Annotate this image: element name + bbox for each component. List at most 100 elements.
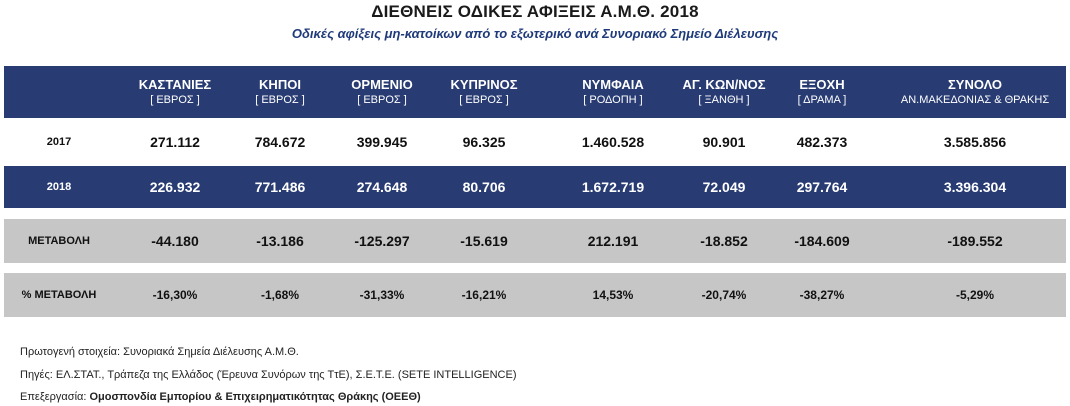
- column-name: ΟΡΜΕΝΙΟ: [351, 76, 413, 92]
- cell-value: 399.945: [356, 134, 408, 150]
- table-cell: 212.191: [558, 219, 668, 263]
- cell-value: 80.706: [462, 179, 506, 195]
- cell-value: 1.672.719: [581, 179, 645, 195]
- table-row-2017: 2017 271.112 784.672 399.945 96.325 1.460.528…: [4, 120, 1066, 164]
- table-cell: 784.672: [230, 120, 330, 164]
- cell-value: 226.932: [149, 179, 201, 195]
- column-region: [ ΕΒΡΟΣ ]: [459, 93, 509, 106]
- table-cell: -20,74%: [669, 273, 779, 317]
- cell-value: 14,53%: [592, 288, 634, 302]
- column-header: ΟΡΜΕΝΙΟ[ ΕΒΡΟΣ ]: [327, 66, 437, 118]
- cell-value: 72.049: [702, 179, 746, 195]
- table-cell: 226.932: [125, 166, 225, 208]
- row-label-cell: 2018: [4, 166, 114, 208]
- cell-value: 784.672: [254, 134, 306, 150]
- table-cell: -38,27%: [772, 273, 872, 317]
- table-cell: -16,21%: [434, 273, 534, 317]
- column-region: ΑΝ.ΜΑΚΕΔΟΝΙΑΣ & ΘΡΑΚΗΣ: [900, 93, 1050, 106]
- column-name: ΝΥΜΦΑΙΑ: [582, 76, 644, 92]
- cell-value: -125.297: [354, 233, 410, 249]
- cell-value: 3.396.304: [943, 179, 1007, 195]
- cell-value: -18.852: [700, 233, 748, 249]
- column-region: [ ΕΒΡΟΣ ]: [255, 93, 305, 106]
- cell-value: -13.186: [256, 233, 304, 249]
- table-cell: 80.706: [434, 166, 534, 208]
- column-header: ΝΥΜΦΑΙΑ[ ΡΟΔΟΠΗ ]: [558, 66, 668, 118]
- table-cell: 14,53%: [558, 273, 668, 317]
- table-cell: 3.585.856: [880, 120, 1070, 164]
- column-header: ΣΥΝΟΛΟ ΑΝ.ΜΑΚΕΔΟΝΙΑΣ & ΘΡΑΚΗΣ: [880, 66, 1070, 118]
- table-cell: 72.049: [669, 166, 779, 208]
- cell-value: -16,30%: [152, 288, 198, 302]
- column-region: [ ΡΟΔΟΠΗ ]: [583, 93, 643, 106]
- cell-value: 297.764: [796, 179, 848, 195]
- table-header-row: ΚΑΣΤΑΝΙΕΣ[ ΕΒΡΟΣ ] ΚΗΠΟΙ[ ΕΒΡΟΣ ] ΟΡΜΕΝΙΟ[…: [4, 66, 1066, 118]
- table-cell: -184.609: [772, 219, 872, 263]
- column-name: ΚΗΠΟΙ: [259, 76, 301, 92]
- cell-value: -5,29%: [955, 288, 995, 302]
- page-subtitle: Οδικές αφίξεις μη-κατοίκων από το εξωτερ…: [291, 26, 779, 41]
- column-header: ΑΓ. ΚΩΝ/ΝΟΣ[ ΞΑΝΘΗ ]: [669, 66, 779, 118]
- table-cell: 90.901: [669, 120, 779, 164]
- cell-value: 274.648: [356, 179, 408, 195]
- column-header: ΚΑΣΤΑΝΙΕΣ[ ΕΒΡΟΣ ]: [125, 66, 225, 118]
- column-region: [ ΕΒΡΟΣ ]: [150, 93, 200, 106]
- row-label: 2018: [46, 181, 72, 193]
- table-row-change: ΜΕΤΑΒΟΛΗ -44.180 -13.186 -125.297 -15.619 212…: [4, 219, 1066, 263]
- table-cell: -31,33%: [327, 273, 437, 317]
- table-cell: -18.852: [669, 219, 779, 263]
- table-row-2018: 2018 226.932 771.486 274.648 80.706 1.672.719…: [4, 166, 1066, 208]
- page-title: ΔΙΕΘΝΕΙΣ ΟΔΙΚΕΣ ΑΦΙΞΕΙΣ Α.Μ.Θ. 2018: [371, 2, 699, 21]
- table-cell: -1,68%: [230, 273, 330, 317]
- table-row-percent-change: % ΜΕΤΑΒΟΛΗ -16,30% -1,68% -31,33% -16,21% 14,…: [4, 273, 1066, 317]
- cell-value: 96.325: [462, 134, 506, 150]
- column-header: ΕΞΟΧΗ[ ΔΡΑΜΑ ]: [772, 66, 872, 118]
- cell-value: 3.585.856: [943, 134, 1007, 150]
- table-cell: 482.373: [772, 120, 872, 164]
- table-cell: 1.460.528: [558, 120, 668, 164]
- column-region: [ ΞΑΝΘΗ ]: [698, 93, 750, 106]
- cell-value: -16,21%: [461, 288, 507, 302]
- table-cell: 274.648: [327, 166, 437, 208]
- cell-value: -38,27%: [799, 288, 845, 302]
- table-cell: -13.186: [230, 219, 330, 263]
- table-cell: 96.325: [434, 120, 534, 164]
- cell-value: -184.609: [794, 233, 850, 249]
- cell-value: -31,33%: [359, 288, 405, 302]
- row-label-cell: % ΜΕΤΑΒΟΛΗ: [4, 273, 114, 317]
- column-name: ΑΓ. ΚΩΝ/ΝΟΣ: [682, 76, 766, 92]
- row-label: 2017: [46, 136, 72, 148]
- table-cell: 1.672.719: [558, 166, 668, 208]
- cell-value: -20,74%: [701, 288, 747, 302]
- column-region: [ ΕΒΡΟΣ ]: [357, 93, 407, 106]
- footer-primary: Πρωτογενή στοιχεία: Συνοριακά Σημεία Διέ…: [20, 346, 299, 358]
- footer-processing: Επεξεργασία: Ομοσπονδία Εμπορίου & Επιχε…: [20, 391, 421, 403]
- table-cell: -44.180: [125, 219, 225, 263]
- table-cell: -125.297: [327, 219, 437, 263]
- table-cell: -189.552: [880, 219, 1070, 263]
- column-name: ΚΑΣΤΑΝΙΕΣ: [138, 76, 212, 92]
- column-name: ΚΥΠΡΙΝΟΣ: [450, 76, 518, 92]
- table-cell: -16,30%: [125, 273, 225, 317]
- row-label: ΜΕΤΑΒΟΛΗ: [28, 235, 90, 247]
- table-cell: 271.112: [125, 120, 225, 164]
- cell-value: -44.180: [151, 233, 199, 249]
- cell-value: 271.112: [150, 134, 200, 150]
- table-cell: 3.396.304: [880, 166, 1070, 208]
- cell-value: -15.619: [460, 233, 508, 249]
- footer-processing-label: Επεξεργασία:: [20, 391, 87, 403]
- table-cell: 399.945: [327, 120, 437, 164]
- table-cell: -15.619: [434, 219, 534, 263]
- footer-sources: Πηγές: ΕΛ.ΣΤΑΤ., Τράπεζα της Ελλάδος (Έρ…: [20, 369, 517, 381]
- cell-value: -1,68%: [260, 288, 300, 302]
- row-label-cell: 2017: [4, 120, 114, 164]
- cell-value: -189.552: [947, 233, 1003, 249]
- cell-value: 771.486: [254, 179, 306, 195]
- row-label: % ΜΕΤΑΒΟΛΗ: [21, 289, 97, 301]
- cell-value: 482.373: [796, 134, 848, 150]
- column-name: ΣΥΝΟΛΟ: [947, 76, 1003, 92]
- cell-value: 90.901: [702, 134, 746, 150]
- column-header: ΚΥΠΡΙΝΟΣ[ ΕΒΡΟΣ ]: [434, 66, 534, 118]
- table-cell: -5,29%: [880, 273, 1070, 317]
- column-name: ΕΞΟΧΗ: [799, 76, 845, 92]
